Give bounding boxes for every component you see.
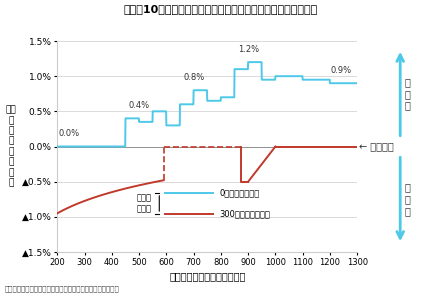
Text: 300万円（共働き）: 300万円（共働き）: [219, 209, 270, 219]
Text: 世帯
の
負
担
増
加
割
合: 世帯 の 負 担 増 加 割 合: [6, 105, 16, 188]
Text: （図表10）配偶者控除廃止＋夠婦控除創設による影響（割合）: （図表10）配偶者控除廃止＋夠婦控除創設による影響（割合）: [123, 4, 318, 14]
Text: 0.0%: 0.0%: [59, 129, 80, 138]
Text: 配偶者
の年収: 配偶者 の年収: [137, 194, 152, 213]
Text: ← 影響なし: ← 影響なし: [359, 142, 394, 151]
Text: 0.9%: 0.9%: [331, 66, 352, 75]
Text: 負
担
減: 負 担 減: [405, 183, 411, 216]
Text: 1.2%: 1.2%: [238, 45, 259, 54]
Text: 0万円（片働き）: 0万円（片働き）: [219, 188, 259, 197]
Text: （注）世帯の負担増額の割合＝世帯の負担増額／世帯の年収: （注）世帯の負担増額の割合＝世帯の負担増額／世帯の年収: [4, 285, 119, 292]
Text: 0.4%: 0.4%: [129, 101, 149, 110]
X-axis label: 主たる生計者の年収（万円）: 主たる生計者の年収（万円）: [169, 271, 246, 281]
Text: 0.8%: 0.8%: [183, 73, 204, 82]
Text: 負
担
増: 負 担 増: [405, 77, 411, 110]
